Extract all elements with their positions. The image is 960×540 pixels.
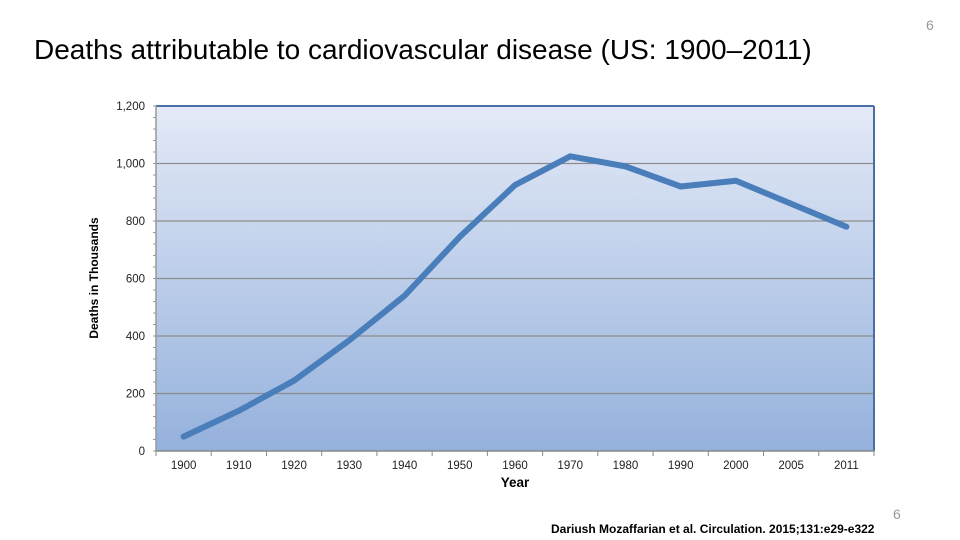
x-tick-label: 1960 [502, 460, 528, 472]
y-tick-label: 0 [139, 446, 145, 458]
page-number-top: 6 [926, 17, 934, 33]
x-tick-label: 1920 [281, 460, 307, 472]
slide-title: Deaths attributable to cardiovascular di… [34, 34, 812, 65]
x-tick-label: 2005 [778, 460, 804, 472]
y-tick-label: 200 [126, 389, 145, 401]
series-line [180, 153, 850, 440]
page-number-bottom: 6 [893, 506, 901, 522]
x-tick-label: 2000 [723, 460, 749, 472]
x-tick-label: 1910 [226, 460, 252, 472]
x-tick-label: 1930 [337, 460, 363, 472]
x-axis-label: Year [501, 475, 530, 490]
x-tick-label: 1950 [447, 460, 473, 472]
x-tick-label: 1970 [557, 460, 583, 472]
citation: Dariush Mozaffarian et al. Circulation. … [551, 522, 875, 536]
x-tick-label: 2011 [834, 460, 859, 472]
x-tick-label: 1990 [668, 460, 694, 472]
y-axis-label: Deaths in Thousands [87, 217, 101, 339]
x-tick-label: 1940 [392, 460, 418, 472]
x-tick-label: 1980 [613, 460, 639, 472]
x-tick-label: 1900 [171, 460, 197, 472]
y-tick-label: 600 [126, 274, 145, 286]
y-tick-label: 1,200 [116, 101, 145, 113]
y-tick-label: 400 [126, 331, 145, 343]
y-tick-label: 800 [126, 216, 145, 228]
y-tick-label: 1,000 [116, 159, 145, 171]
